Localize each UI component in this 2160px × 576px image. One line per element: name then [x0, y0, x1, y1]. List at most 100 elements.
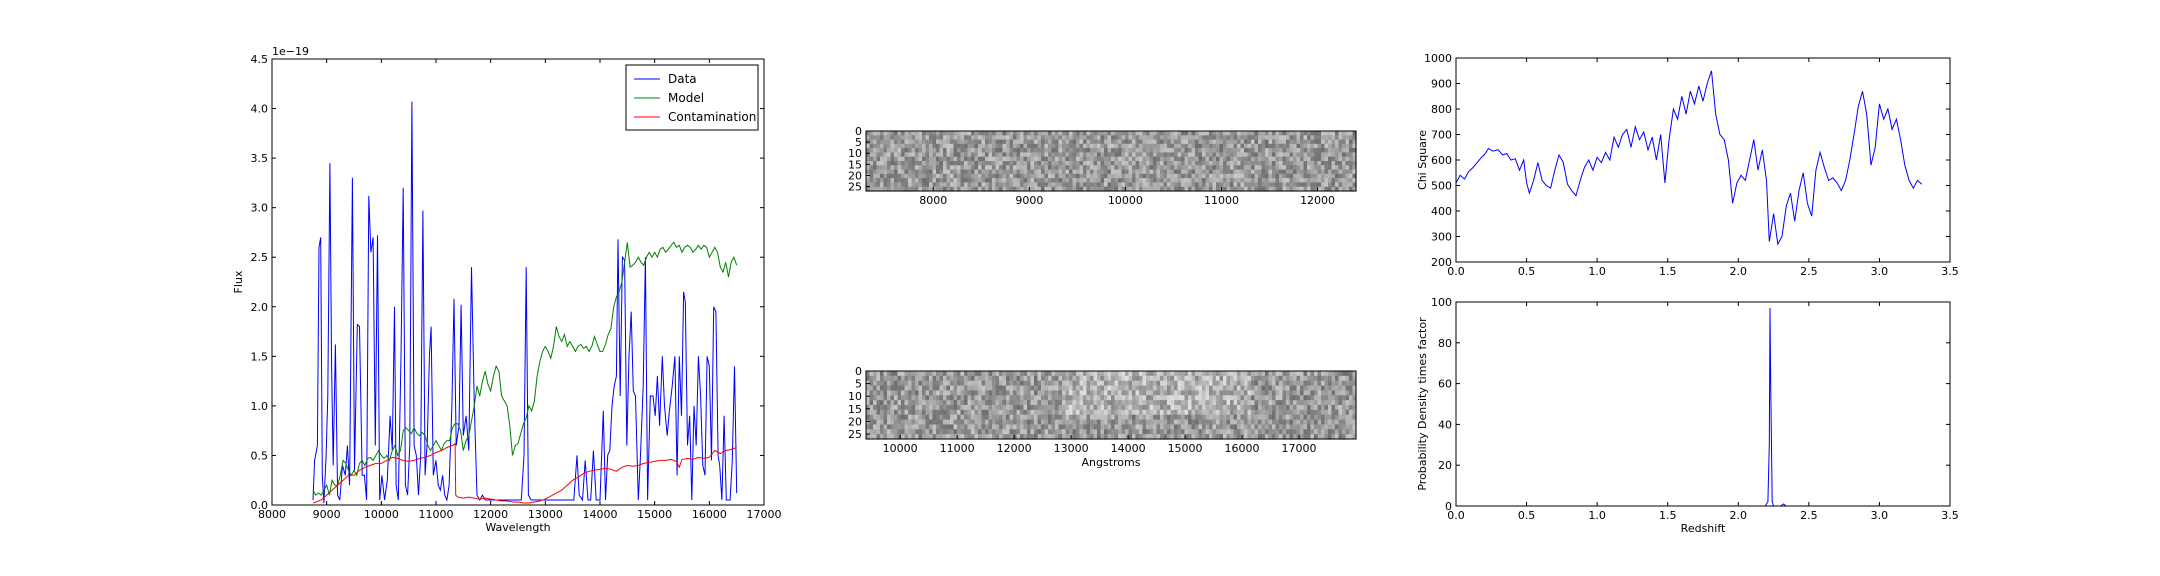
heatmap-cell	[950, 148, 955, 154]
heatmap-cell	[999, 395, 1004, 401]
heatmap-cell	[904, 186, 909, 192]
heatmap-cell	[1289, 143, 1294, 149]
heatmap-cell	[964, 143, 969, 149]
heatmap-cell	[1048, 385, 1053, 392]
heatmap-cell	[1293, 139, 1298, 145]
heatmap-cell	[1177, 414, 1182, 421]
heatmap-cell	[925, 161, 930, 166]
heatmap-cell	[876, 182, 881, 188]
heatmap-cell	[943, 143, 948, 149]
heatmap-cell	[1310, 400, 1315, 406]
heatmap-cell	[1142, 400, 1147, 406]
heatmap-cell	[1237, 419, 1242, 426]
heatmap-cell	[992, 395, 997, 401]
heatmap-cell	[929, 139, 934, 145]
heatmap-cell	[1156, 371, 1161, 377]
heatmap-cell	[890, 434, 895, 440]
heatmap-cell	[967, 429, 972, 435]
heatmap-cell	[1044, 405, 1049, 411]
heatmap-cell	[1069, 135, 1074, 141]
heatmap-cell	[1275, 152, 1280, 158]
heatmap-cell	[1013, 173, 1018, 179]
heatmap-cell	[1223, 152, 1228, 158]
heatmap-cell	[873, 405, 878, 411]
heatmap-cell	[1065, 400, 1070, 406]
heatmap-cell	[1279, 143, 1284, 149]
x-tick-label: 1.5	[1659, 265, 1677, 278]
heatmap-cell	[1191, 161, 1196, 166]
heatmap-cell	[950, 178, 955, 184]
heatmap-cell	[946, 173, 951, 179]
heatmap-cell	[1069, 409, 1074, 416]
heatmap-cell	[1170, 135, 1175, 141]
heatmap-cell	[929, 405, 934, 411]
heatmap-cell	[936, 371, 941, 377]
heatmap-cell	[1251, 165, 1256, 171]
heatmap-cell	[960, 409, 965, 416]
heatmap-cell	[1139, 380, 1144, 387]
heatmap-cell	[995, 434, 1000, 440]
heatmap-cell	[978, 405, 983, 411]
heatmap-cell	[985, 390, 990, 396]
heatmap-cell	[1041, 161, 1046, 166]
heatmap-cell	[1251, 182, 1256, 188]
heatmap-cell	[873, 395, 878, 401]
heatmap-cell	[1065, 135, 1070, 141]
series-line-data	[312, 101, 738, 504]
heatmap-cell	[1037, 152, 1042, 158]
heatmap-cell	[992, 131, 997, 136]
heatmap-cell	[1125, 165, 1130, 171]
heatmap-cell	[1244, 390, 1249, 396]
heatmap-cell	[1317, 429, 1322, 435]
heatmap-cell	[1317, 156, 1322, 162]
heatmap-cell	[1044, 380, 1049, 387]
heatmap-cell	[957, 156, 962, 162]
heatmap-cell	[1272, 143, 1277, 149]
heatmap-cell	[939, 405, 944, 411]
heatmap-cell	[1135, 139, 1140, 145]
heatmap-cell	[1216, 161, 1221, 166]
heatmap-cell	[1184, 152, 1189, 158]
heatmap-cell	[1163, 400, 1168, 406]
heatmap-cell	[925, 139, 930, 145]
heatmap-cell	[1132, 165, 1137, 171]
heatmap-cell	[995, 419, 1000, 426]
heatmap-cell	[1013, 395, 1018, 401]
heatmap-cell	[1153, 156, 1158, 162]
heatmap-cell	[1118, 178, 1123, 184]
heatmap-cell	[1321, 424, 1326, 430]
heatmap-cell	[915, 419, 920, 426]
heatmap-cell	[1300, 371, 1305, 377]
heatmap-cell	[869, 395, 874, 401]
heatmap-cell	[1069, 419, 1074, 426]
heatmap-cell	[1226, 131, 1231, 136]
heatmap-cell	[1181, 414, 1186, 421]
heatmap-cell	[1121, 143, 1126, 149]
heatmap-cell	[1069, 186, 1074, 192]
heatmap-cell	[1069, 169, 1074, 175]
heatmap-cell	[1023, 152, 1028, 158]
heatmap-cell	[1163, 161, 1168, 166]
heatmap-cell	[953, 169, 958, 175]
heatmap-cell	[925, 165, 930, 171]
heatmap-cell	[1342, 400, 1347, 406]
heatmap-cell	[1321, 390, 1326, 396]
heatmap-cell	[1212, 165, 1217, 171]
heatmap-cell	[1254, 131, 1259, 136]
heatmap-cell	[1086, 152, 1091, 158]
heatmap-cell	[1244, 139, 1249, 145]
heatmap-cell	[946, 135, 951, 141]
heatmap-cell	[890, 371, 895, 377]
heatmap-cell	[999, 429, 1004, 435]
heatmap-cell	[1191, 400, 1196, 406]
heatmap-cell	[1034, 173, 1039, 179]
heatmap-cell	[1251, 434, 1256, 440]
heatmap-cell	[1286, 434, 1291, 440]
heatmap-cell	[992, 186, 997, 192]
heatmap-cell	[883, 409, 888, 416]
heatmap-cell	[1212, 148, 1217, 154]
heatmap-cell	[1114, 400, 1119, 406]
heatmap-cell	[1247, 178, 1252, 184]
heatmap-cell	[1006, 390, 1011, 396]
heatmap-cell	[1324, 156, 1329, 162]
